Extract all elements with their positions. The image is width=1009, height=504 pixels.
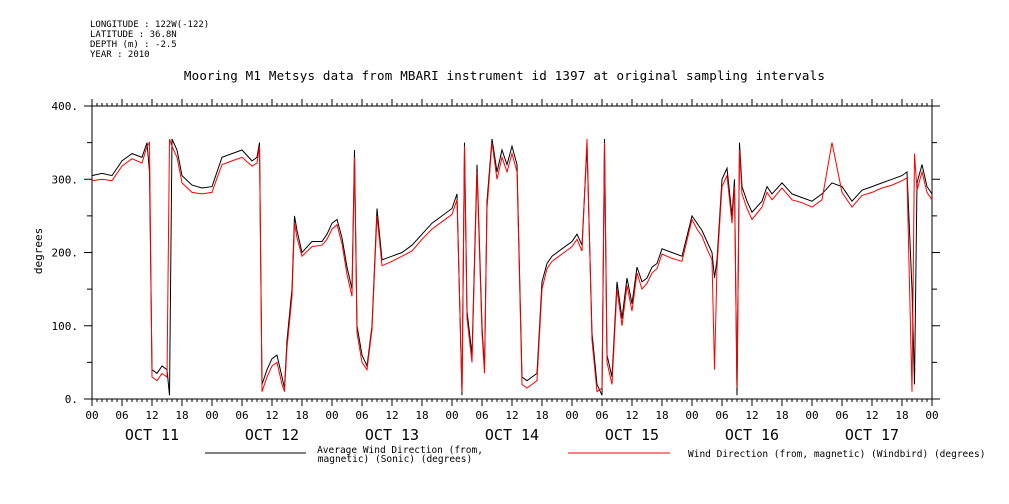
day-label: OCT 16 xyxy=(725,426,779,444)
x-tick-label: 18 xyxy=(535,409,548,422)
metadata-longitude: LONGITUDE : 122W(-122) xyxy=(90,20,210,30)
x-tick-label: 00 xyxy=(925,409,938,422)
x-tick-label: 00 xyxy=(445,409,458,422)
x-tick-label: 18 xyxy=(415,409,428,422)
x-tick-label: 12 xyxy=(145,409,158,422)
series-layer xyxy=(91,138,933,396)
x-tick-label: 06 xyxy=(115,409,128,422)
x-tick-label: 00 xyxy=(205,409,218,422)
x-tick-label: 12 xyxy=(385,409,398,422)
y-axis-label: degrees xyxy=(32,228,45,274)
plot-border xyxy=(91,105,933,400)
legend-label-sonic: Average Wind Direction (from, magnetic) (… xyxy=(317,445,483,465)
x-tick-label: 12 xyxy=(865,409,878,422)
y-tick-label: 400. xyxy=(52,100,79,113)
legend-label-windbird: Wind Direction (from, magnetic) (Windbir… xyxy=(688,449,985,460)
x-axis: 00 06 12 18 00 06 12 18 00 06 12 18 00 06 12 18 00 06 12 18… xyxy=(85,99,939,444)
x-tick-label: 18 xyxy=(655,409,668,422)
x-tick-label: 12 xyxy=(625,409,638,422)
x-tick-label: 12 xyxy=(265,409,278,422)
metadata-latitude: LATITUDE : 36.8N xyxy=(90,30,177,40)
day-label: OCT 17 xyxy=(845,426,899,444)
plot-frame xyxy=(91,105,933,400)
legend: Average Wind Direction (from, magnetic) (… xyxy=(205,445,985,465)
y-axis: 0. 100. 200. 300. 400. xyxy=(52,100,940,406)
x-tick-label: 06 xyxy=(475,409,488,422)
y-tick-label: 200. xyxy=(52,247,79,260)
day-label: OCT 12 xyxy=(245,426,299,444)
x-tick-label: 00 xyxy=(685,409,698,422)
x-tick-label: 18 xyxy=(295,409,308,422)
x-tick-label: 18 xyxy=(175,409,188,422)
x-tick-label: 00 xyxy=(325,409,338,422)
x-tick-label: 06 xyxy=(595,409,608,422)
x-tick-label: 00 xyxy=(565,409,578,422)
x-tick-label: 06 xyxy=(715,409,728,422)
chart-title: Mooring M1 Metsys data from MBARI instru… xyxy=(183,68,826,83)
y-tick-label: 0. xyxy=(65,393,78,406)
metadata-year: YEAR : 2010 xyxy=(90,50,150,60)
x-tick-label: 12 xyxy=(505,409,518,422)
day-label: OCT 14 xyxy=(485,426,539,444)
x-tick-label: 00 xyxy=(85,409,98,422)
metadata-depth: DEPTH (m) : -2.5 xyxy=(90,40,177,50)
day-label: OCT 15 xyxy=(605,426,659,444)
day-label: OCT 13 xyxy=(365,426,419,444)
y-tick-label: 300. xyxy=(52,173,79,186)
x-tick-label: 06 xyxy=(835,409,848,422)
day-label: OCT 11 xyxy=(125,426,179,444)
x-tick-label: 06 xyxy=(355,409,368,422)
metadata-block: LONGITUDE : 122W(-122) LATITUDE : 36.8N … xyxy=(90,20,209,60)
x-tick-label: 18 xyxy=(775,409,788,422)
series-line-sonic xyxy=(91,138,933,396)
x-tick-label: 12 xyxy=(745,409,758,422)
x-tick-label: 00 xyxy=(805,409,818,422)
x-tick-label: 18 xyxy=(895,409,908,422)
y-tick-label: 100. xyxy=(52,320,79,333)
x-tick-label: 06 xyxy=(235,409,248,422)
series-line-windbird xyxy=(91,138,933,393)
